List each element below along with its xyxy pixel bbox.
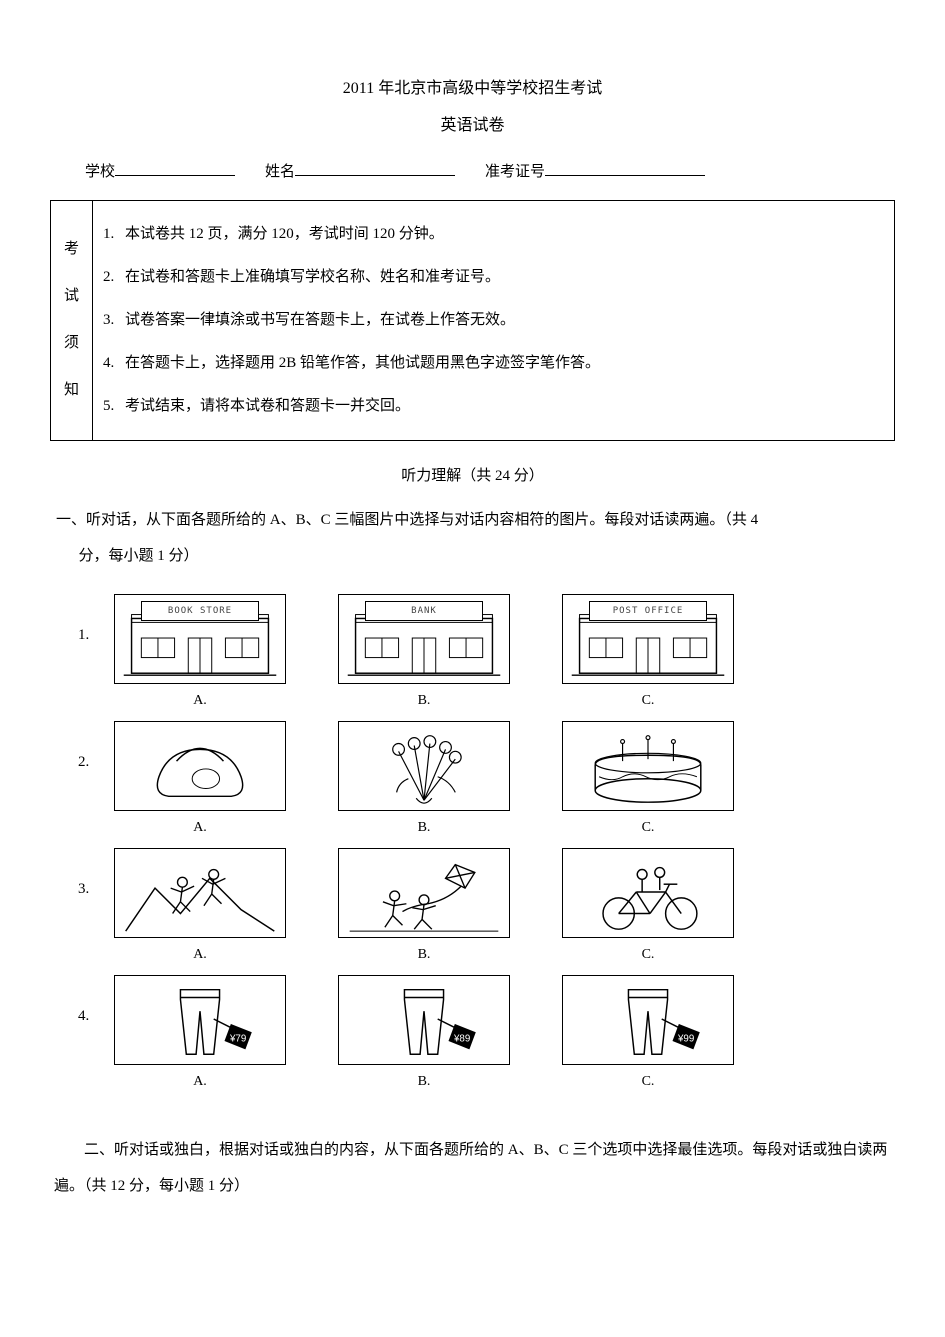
option-image-bike [562, 848, 734, 938]
notice-item-text: 在答题卡上，选择题用 2B 铅笔作答，其他试题用黑色字迹签字笔作答。 [125, 355, 600, 371]
option-image-flowers [338, 721, 510, 811]
option-label: B. [338, 815, 510, 840]
question-option: A. [114, 848, 286, 967]
option-image-building: BOOK STORE [114, 594, 286, 684]
svg-text:¥99: ¥99 [677, 1034, 694, 1045]
part1-intro-line2: 分，每小题 1 分） [79, 548, 199, 564]
question-option: BOOK STORE A. [114, 594, 286, 713]
option-image-handbag [114, 721, 286, 811]
option-label: A. [114, 688, 286, 713]
option-label: A. [114, 942, 286, 967]
option-label: B. [338, 942, 510, 967]
question-option: ¥99 C. [562, 975, 734, 1094]
listening-heading: 听力理解（共 24 分） [50, 463, 895, 490]
option-image-building: BANK [338, 594, 510, 684]
ticket-label: 准考证号 [485, 164, 545, 180]
notice-item-text: 本试卷共 12 页，满分 120，考试时间 120 分钟。 [125, 226, 444, 242]
name-field: 姓名 [265, 159, 455, 186]
student-info-row: 学校 姓名 准考证号 [50, 159, 895, 200]
exam-title: 2011 年北京市高级中等学校招生考试 [50, 75, 895, 104]
option-image-pants: ¥79 [114, 975, 286, 1065]
ticket-underline [545, 159, 705, 176]
exam-notice-table: 考 试 须 知 1.本试卷共 12 页，满分 120，考试时间 120 分钟。 … [50, 200, 895, 441]
option-group: A. B. C. [110, 848, 895, 967]
notice-item: 1.本试卷共 12 页，满分 120，考试时间 120 分钟。 [103, 213, 884, 256]
question-option: ¥79 A. [114, 975, 286, 1094]
option-image-pants: ¥89 [338, 975, 510, 1065]
questions-container: 1. BOOK STOREA. BANKB. POST OFFICEC.2. A… [50, 594, 895, 1095]
question-row: 3. A. B. [78, 848, 895, 967]
question-row: 2. A. B. C. [78, 721, 895, 840]
notice-item: 4.在答题卡上，选择题用 2B 铅笔作答，其他试题用黑色字迹签字笔作答。 [103, 342, 884, 385]
notice-item: 5.考试结束，请将本试卷和答题卡一并交回。 [103, 385, 884, 428]
notice-item-text: 在试卷和答题卡上准确填写学校名称、姓名和准考证号。 [125, 269, 500, 285]
question-option: ¥89 B. [338, 975, 510, 1094]
notice-item-text: 考试结束，请将本试卷和答题卡一并交回。 [125, 398, 410, 414]
name-underline [295, 159, 455, 176]
notice-heading-char: 须 [61, 320, 82, 367]
option-image-climb [114, 848, 286, 938]
notice-heading-char: 知 [61, 367, 82, 414]
notice-item: 2.在试卷和答题卡上准确填写学校名称、姓名和准考证号。 [103, 256, 884, 299]
option-label: C. [562, 942, 734, 967]
school-label: 学校 [85, 164, 115, 180]
svg-text:¥89: ¥89 [453, 1034, 470, 1045]
name-label: 姓名 [265, 164, 295, 180]
ticket-field: 准考证号 [485, 159, 705, 186]
option-group: A. B. C. [110, 721, 895, 840]
option-caption: BOOK STORE [141, 601, 259, 621]
notice-item: 3.试卷答案一律填涂或书写在答题卡上，在试卷上作答无效。 [103, 299, 884, 342]
school-field: 学校 [85, 159, 235, 186]
option-label: B. [338, 1069, 510, 1094]
notice-heading-cell: 考 试 须 知 [51, 200, 93, 440]
question-number: 2. [78, 721, 110, 776]
notice-item-num: 2. [103, 264, 125, 291]
question-option: C. [562, 848, 734, 967]
option-label: C. [562, 688, 734, 713]
option-label: C. [562, 1069, 734, 1094]
question-option: B. [338, 721, 510, 840]
option-label: A. [114, 1069, 286, 1094]
option-caption: POST OFFICE [589, 601, 707, 621]
question-option: BANK B. [338, 594, 510, 713]
option-image-pants: ¥99 [562, 975, 734, 1065]
option-group: BOOK STORE A. BANK B. POST OFFICE C. [110, 594, 895, 713]
notice-list: 1.本试卷共 12 页，满分 120，考试时间 120 分钟。 2.在试卷和答题… [103, 213, 884, 428]
part2-intro: 二、听对话或独白，根据对话或独白的内容，从下面各题所给的 A、B、C 三个选项中… [50, 1132, 895, 1204]
question-option: C. [562, 721, 734, 840]
question-number: 3. [78, 848, 110, 903]
exam-subtitle: 英语试卷 [50, 112, 895, 141]
notice-item-text: 试卷答案一律填涂或书写在答题卡上，在试卷上作答无效。 [125, 312, 515, 328]
question-row: 1. BOOK STORE A. BANK B. POST OFFICE C. [78, 594, 895, 713]
question-option: B. [338, 848, 510, 967]
option-image-cake [562, 721, 734, 811]
question-number: 4. [78, 975, 110, 1030]
notice-heading-char: 考 [61, 226, 82, 273]
question-number: 1. [78, 594, 110, 649]
option-caption: BANK [365, 601, 483, 621]
option-image-kite [338, 848, 510, 938]
option-label: A. [114, 815, 286, 840]
notice-item-num: 4. [103, 350, 125, 377]
option-group: ¥79 A. ¥89 B. ¥99 C. [110, 975, 895, 1094]
question-option: POST OFFICE C. [562, 594, 734, 713]
notice-item-num: 1. [103, 221, 125, 248]
question-row: 4. ¥79 A. ¥89 B. ¥99 C. [78, 975, 895, 1094]
part1-intro: 一、听对话，从下面各题所给的 A、B、C 三幅图片中选择与对话内容相符的图片。每… [50, 502, 895, 574]
part1-intro-line1: 一、听对话，从下面各题所给的 A、B、C 三幅图片中选择与对话内容相符的图片。每… [56, 512, 758, 528]
notice-item-num: 5. [103, 393, 125, 420]
question-option: A. [114, 721, 286, 840]
notice-item-num: 3. [103, 307, 125, 334]
option-label: B. [338, 688, 510, 713]
school-underline [115, 159, 235, 176]
notice-items-cell: 1.本试卷共 12 页，满分 120，考试时间 120 分钟。 2.在试卷和答题… [93, 200, 895, 440]
svg-text:¥79: ¥79 [229, 1034, 246, 1045]
option-label: C. [562, 815, 734, 840]
option-image-building: POST OFFICE [562, 594, 734, 684]
notice-heading-char: 试 [61, 273, 82, 320]
